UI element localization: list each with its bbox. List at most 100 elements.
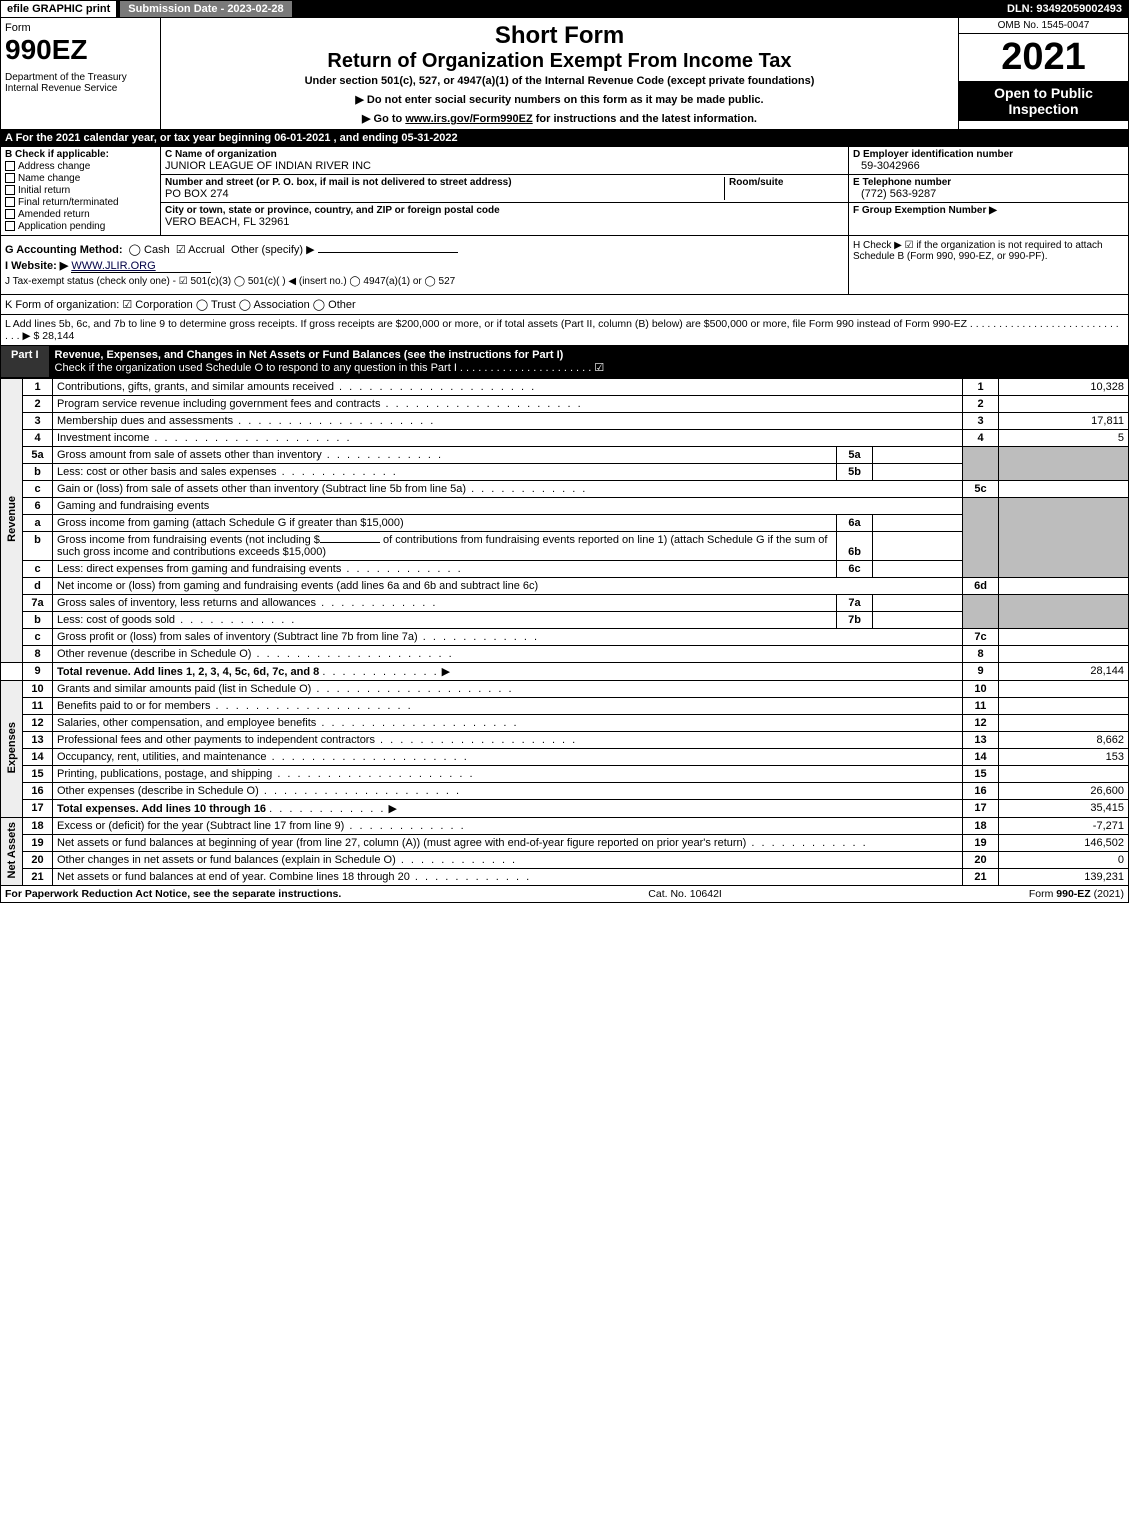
- city-value: VERO BEACH, FL 32961: [165, 216, 844, 228]
- line-no: 21: [23, 869, 53, 886]
- omb-number: OMB No. 1545-0047: [959, 18, 1128, 34]
- line-amt: 17,811: [999, 413, 1129, 430]
- form-title-1: Short Form: [165, 22, 954, 50]
- line-desc: Total expenses. Add lines 10 through 16 …: [53, 800, 963, 818]
- line-no: 2: [23, 396, 53, 413]
- section-ghij: G Accounting Method: ◯ Cash ☑ Accrual Ot…: [0, 236, 1129, 295]
- section-bcdef: B Check if applicable: Address change Na…: [0, 147, 1129, 236]
- org-name-label: C Name of organization: [165, 149, 844, 160]
- line-no: c: [23, 481, 53, 498]
- g-other: Other (specify) ▶: [231, 244, 315, 256]
- org-name: JUNIOR LEAGUE OF INDIAN RIVER INC: [165, 160, 844, 172]
- check-address-change[interactable]: Address change: [5, 161, 156, 172]
- efile-label: efile GRAPHIC print: [1, 1, 116, 17]
- check-amended-return[interactable]: Amended return: [5, 209, 156, 220]
- department-label: Department of the Treasury Internal Reve…: [5, 72, 156, 94]
- line-amt: 26,600: [999, 783, 1129, 800]
- line-no: a: [23, 515, 53, 532]
- section-h: H Check ▶ ☑ if the organization is not r…: [848, 236, 1128, 294]
- line-no: b: [23, 532, 53, 561]
- grey-cell: [963, 595, 999, 629]
- sub-amt: [873, 532, 963, 561]
- line-no: 19: [23, 835, 53, 852]
- section-f: F Group Exemption Number ▶: [849, 203, 1128, 235]
- line-no: 8: [23, 646, 53, 663]
- website-link[interactable]: WWW.JLIR.ORG: [71, 260, 211, 273]
- note2-post: for instructions and the latest informat…: [533, 113, 757, 125]
- check-label: Application pending: [18, 221, 105, 232]
- line-amt: 8,662: [999, 732, 1129, 749]
- room-cell: Room/suite: [724, 177, 844, 200]
- sub-amt: [873, 464, 963, 481]
- line-box: 17: [963, 800, 999, 818]
- form-note-1: ▶ Do not enter social security numbers o…: [165, 93, 954, 106]
- line-no: 6: [23, 498, 53, 515]
- street-row: Number and street (or P. O. box, if mail…: [161, 175, 848, 203]
- part-1-tab: Part I: [1, 346, 49, 377]
- desc-pre: Gross income from fundraising events (no…: [57, 534, 320, 546]
- form-number: 990EZ: [5, 34, 156, 66]
- check-name-change[interactable]: Name change: [5, 173, 156, 184]
- submission-date: Submission Date - 2023-02-28: [120, 1, 291, 17]
- sub-box: 5a: [837, 447, 873, 464]
- line-no: b: [23, 612, 53, 629]
- top-bar: efile GRAPHIC print Submission Date - 20…: [0, 0, 1129, 18]
- line-amt: [999, 681, 1129, 698]
- line-box: 9: [963, 663, 999, 681]
- header-mid: Short Form Return of Organization Exempt…: [161, 18, 958, 129]
- line-box: 13: [963, 732, 999, 749]
- line-amt: [999, 578, 1129, 595]
- grey-cell: [999, 447, 1129, 481]
- line-box: 7c: [963, 629, 999, 646]
- line-desc: Printing, publications, postage, and shi…: [53, 766, 963, 783]
- city-row: City or town, state or province, country…: [161, 203, 848, 230]
- line-amt: 10,328: [999, 379, 1129, 396]
- street-value: PO BOX 274: [165, 188, 724, 200]
- line-amt: 139,231: [999, 869, 1129, 886]
- check-initial-return[interactable]: Initial return: [5, 185, 156, 196]
- g-cash: Cash: [144, 244, 170, 256]
- line-box: 11: [963, 698, 999, 715]
- grey-cell: [999, 498, 1129, 578]
- line-no: d: [23, 578, 53, 595]
- i-label: I Website: ▶: [5, 260, 68, 272]
- check-final-return[interactable]: Final return/terminated: [5, 197, 156, 208]
- line-box: 4: [963, 430, 999, 447]
- section-c: C Name of organization JUNIOR LEAGUE OF …: [161, 147, 848, 235]
- sub-amt: [873, 447, 963, 464]
- section-k: K Form of organization: ☑ Corporation ◯ …: [0, 295, 1129, 315]
- section-l: L Add lines 5b, 6c, and 7b to line 9 to …: [0, 315, 1129, 346]
- line-no: c: [23, 561, 53, 578]
- grey-cell: [999, 595, 1129, 629]
- street-label: Number and street (or P. O. box, if mail…: [165, 177, 724, 188]
- form-header: Form 990EZ Department of the Treasury In…: [0, 18, 1129, 130]
- footer-left: For Paperwork Reduction Act Notice, see …: [5, 888, 341, 900]
- dln-number: DLN: 93492059002493: [1001, 1, 1128, 17]
- line-no: b: [23, 464, 53, 481]
- check-application-pending[interactable]: Application pending: [5, 221, 156, 232]
- footer-right: Form Form 990-EZ (2021)990-EZ (2021): [1029, 888, 1124, 900]
- line-desc: Other changes in net assets or fund bala…: [53, 852, 963, 869]
- part-1-subtitle: Check if the organization used Schedule …: [55, 362, 605, 374]
- g-label: G Accounting Method:: [5, 244, 123, 256]
- line-box: 20: [963, 852, 999, 869]
- header-right: OMB No. 1545-0047 2021 Open to Public In…: [958, 18, 1128, 129]
- sub-box: 5b: [837, 464, 873, 481]
- line-no: 4: [23, 430, 53, 447]
- line-desc: Professional fees and other payments to …: [53, 732, 963, 749]
- line-desc: Gaming and fundraising events: [53, 498, 963, 515]
- line-desc: Gross sales of inventory, less returns a…: [53, 595, 837, 612]
- line-box: 12: [963, 715, 999, 732]
- sub-amt: [873, 595, 963, 612]
- header-left: Form 990EZ Department of the Treasury In…: [1, 18, 161, 129]
- sidebar-spacer: [1, 663, 23, 681]
- line-desc-bold: Total expenses. Add lines 10 through 16: [57, 803, 266, 815]
- line-box: 14: [963, 749, 999, 766]
- section-i: I Website: ▶ WWW.JLIR.ORG: [5, 259, 844, 273]
- line-no: 14: [23, 749, 53, 766]
- sub-amt: [873, 612, 963, 629]
- line-no: 1: [23, 379, 53, 396]
- irs-link[interactable]: www.irs.gov/Form990EZ: [405, 113, 532, 125]
- line-desc: Net income or (loss) from gaming and fun…: [53, 578, 963, 595]
- line-desc: Occupancy, rent, utilities, and maintena…: [53, 749, 963, 766]
